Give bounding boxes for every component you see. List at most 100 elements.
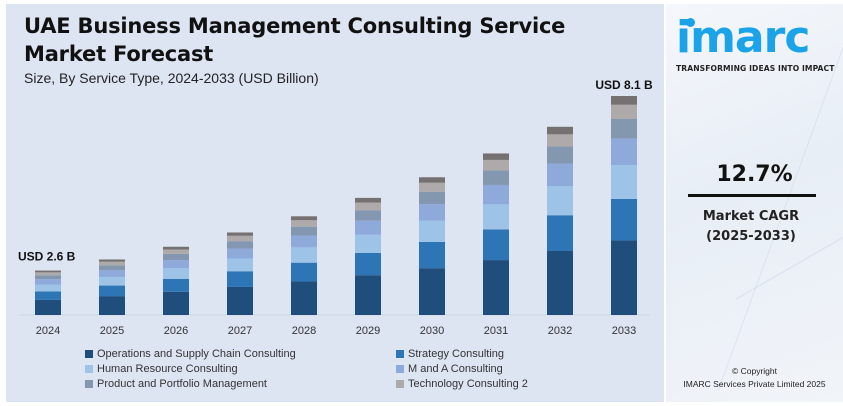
data-label-2033: USD 8.1 B <box>595 78 653 92</box>
bar-segment-2025-3 <box>99 270 125 277</box>
bar-segment-2029-5 <box>355 202 381 211</box>
bar-segment-2026-4 <box>163 253 189 261</box>
copyright-line2: IMARC Services Private Limited 2025 <box>683 379 826 389</box>
bar-segment-2025-0 <box>99 296 125 315</box>
bar-segment-2028-1 <box>291 262 317 282</box>
bar-segment-2029-4 <box>355 210 381 221</box>
cagr-divider <box>688 194 816 197</box>
bar-segment-2032-4 <box>547 146 573 164</box>
bar-segment-2027-0 <box>227 286 253 315</box>
bar-segment-2028-5 <box>291 220 317 227</box>
bar-segment-2024-5 <box>35 272 61 276</box>
bar-segment-2026-0 <box>163 291 189 315</box>
bar-segment-2028-4 <box>291 226 317 236</box>
bar-segment-2031-0 <box>483 260 509 315</box>
bar-segment-2033-1 <box>611 198 637 241</box>
bar-segment-2025-1 <box>99 285 125 297</box>
bar-segment-2033-3 <box>611 138 637 165</box>
bar-segment-2026-6 <box>163 246 189 250</box>
x-tick-label: 2024 <box>36 325 60 337</box>
bar-segment-2027-6 <box>227 232 253 236</box>
bar-segment-2032-5 <box>547 134 573 147</box>
bar-2030 <box>419 177 445 315</box>
bar-segment-2032-1 <box>547 215 573 252</box>
bar-segment-2029-0 <box>355 275 381 315</box>
bar-segment-2030-1 <box>419 241 445 269</box>
legend-item: Human Resource Consulting <box>85 363 238 375</box>
bar-segment-2028-3 <box>291 235 317 248</box>
bar-segment-2031-1 <box>483 229 509 261</box>
bar-segment-2030-6 <box>419 177 445 183</box>
x-tick-label: 2029 <box>356 325 380 337</box>
bar-2029 <box>355 197 381 315</box>
legend-swatch <box>396 350 404 358</box>
bar-segment-2033-0 <box>611 240 637 315</box>
bar-2025 <box>99 259 125 315</box>
logo-dot <box>686 18 695 27</box>
bar-segment-2024-1 <box>35 291 61 300</box>
bar-segment-2024-3 <box>35 279 61 285</box>
bar-segment-2031-6 <box>483 153 509 160</box>
x-tick-label: 2027 <box>228 325 252 337</box>
cagr-label-line2: (2025-2033) <box>706 229 796 244</box>
copyright-line1: © Copyright <box>731 366 777 376</box>
bar-segment-2029-3 <box>355 220 381 235</box>
bar-segment-2033-2 <box>611 164 637 199</box>
bar-segment-2028-6 <box>291 216 317 221</box>
bar-segment-2026-5 <box>163 249 189 254</box>
bar-segment-2027-3 <box>227 248 253 259</box>
cagr-label: Market CAGR (2025-2033) <box>666 207 836 247</box>
x-tick-label: 2032 <box>548 325 572 337</box>
bar-segment-2024-0 <box>35 299 61 315</box>
bar-segment-2028-0 <box>291 281 317 315</box>
legend-label: Operations and Supply Chain Consulting <box>97 348 296 360</box>
legend-item: Operations and Supply Chain Consulting <box>85 348 296 360</box>
legend-label: Product and Portfolio Management <box>97 378 267 390</box>
bar-segment-2025-4 <box>99 265 125 271</box>
legend-swatch <box>85 380 93 388</box>
bar-segment-2027-2 <box>227 258 253 272</box>
logo-tagline: TRANSFORMING IDEAS INTO IMPACT <box>676 64 835 73</box>
legend-item: M and A Consulting <box>396 363 503 375</box>
x-tick-label: 2030 <box>420 325 444 337</box>
legend-label: Technology Consulting 2 <box>408 378 528 390</box>
bar-segment-2031-2 <box>483 204 509 230</box>
bar-segment-2026-1 <box>163 278 189 292</box>
bar-segment-2024-6 <box>35 270 61 273</box>
bar-2032 <box>547 126 573 315</box>
bar-segment-2029-2 <box>355 234 381 253</box>
bar-segment-2027-5 <box>227 235 253 242</box>
bar-segment-2028-2 <box>291 247 317 263</box>
bar-segment-2024-4 <box>35 275 61 280</box>
bar-2028 <box>291 216 317 315</box>
legend-label: M and A Consulting <box>408 363 503 375</box>
legend-swatch <box>396 380 404 388</box>
info-panel: imarc TRANSFORMING IDEAS INTO IMPACT 12.… <box>666 4 843 402</box>
legend-swatch <box>85 350 93 358</box>
bar-2026 <box>163 246 189 315</box>
bar-segment-2031-3 <box>483 184 509 205</box>
bar-segment-2027-1 <box>227 271 253 287</box>
stacked-bar-chart: 2024 2025 2026 2027 2028 2029 2030 2031 2032 2033… <box>18 78 653 337</box>
cagr-label-line1: Market CAGR <box>702 209 800 224</box>
bar-segment-2030-4 <box>419 191 445 205</box>
bar-segment-2029-1 <box>355 252 381 276</box>
bar-segment-2030-0 <box>419 268 445 315</box>
x-tick-label: 2028 <box>292 325 316 337</box>
bar-segment-2030-2 <box>419 220 445 242</box>
bar-segment-2024-2 <box>35 284 61 292</box>
bar-2033 <box>611 96 637 315</box>
bar-segment-2025-6 <box>99 259 125 262</box>
bar-segment-2027-4 <box>227 241 253 249</box>
bar-2024 <box>35 270 61 315</box>
bar-segment-2031-5 <box>483 159 509 171</box>
data-label-2024: USD 2.6 B <box>18 250 76 264</box>
legend-swatch <box>396 365 404 373</box>
legend-label: Human Resource Consulting <box>97 363 238 375</box>
x-tick-label: 2026 <box>164 325 188 337</box>
x-tick-label: 2025 <box>100 325 124 337</box>
x-tick-label: 2033 <box>612 325 636 337</box>
bar-segment-2033-5 <box>611 104 637 119</box>
bar-segment-2032-3 <box>547 163 573 187</box>
x-tick-label: 2031 <box>484 325 508 337</box>
